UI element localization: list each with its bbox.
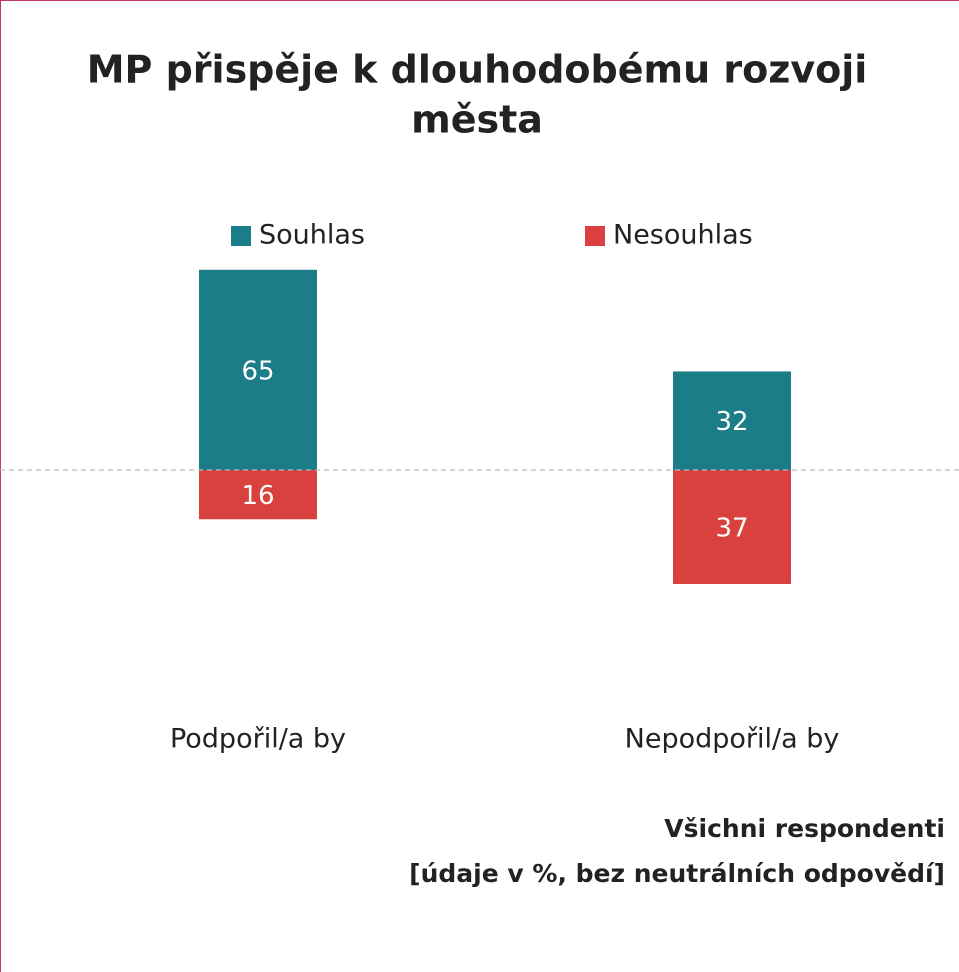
bar [673,371,791,470]
value-label: 32 [715,407,748,437]
legend-swatch [585,226,605,246]
legend-label: Souhlas [259,220,365,251]
x-tick-label: Podpořil/a by [170,724,346,755]
bar [673,470,791,584]
x-tick-label: Nepodpořil/a by [625,724,840,755]
value-label: 37 [715,513,748,543]
bar [199,470,317,520]
note: [údaje v %, bez neutrálních odpovědí] [409,859,945,888]
chart-title: MP přispěje k dlouhodobému rozvoji [87,48,868,92]
value-label: 65 [241,356,274,386]
legend-label: Nesouhlas [613,220,753,251]
chart-title: města [411,98,543,142]
bar [199,269,317,470]
note: Všichni respondenti [664,814,945,843]
legend-swatch [231,226,251,246]
value-label: 16 [241,481,274,511]
